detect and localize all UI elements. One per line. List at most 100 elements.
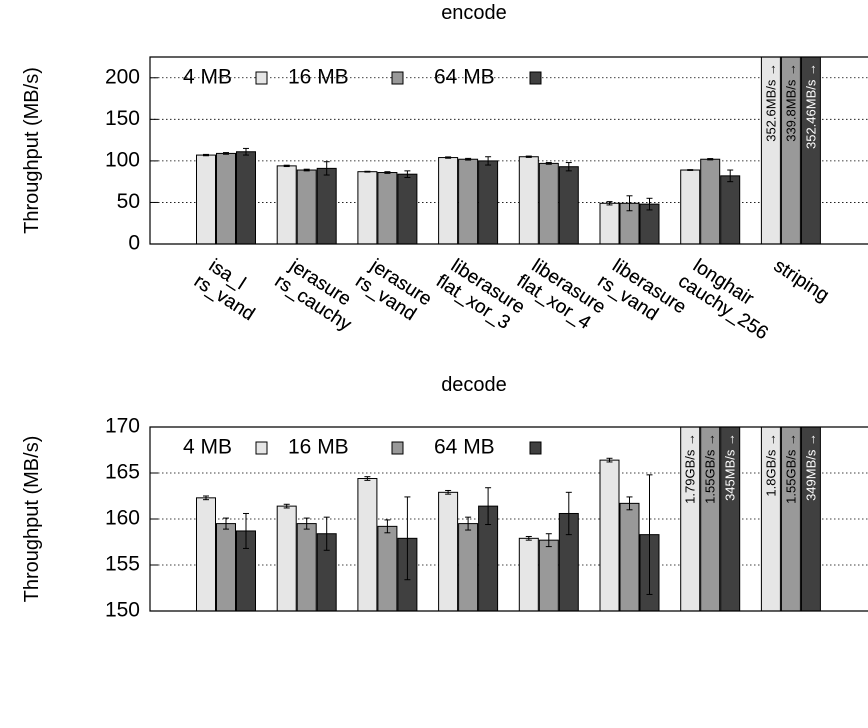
error-bar — [223, 517, 229, 530]
error-bar — [465, 516, 472, 531]
bar — [800, 427, 821, 611]
y-tick-label: 155 — [105, 553, 140, 576]
error-bar — [687, 169, 694, 171]
x-tick-label: striping — [770, 255, 833, 306]
error-bar — [384, 171, 391, 174]
bar — [700, 158, 721, 244]
bar — [680, 427, 701, 611]
error-bar — [223, 152, 229, 155]
y-tick-label: 170 — [105, 415, 140, 438]
value-label: 1.55GB/s → — [783, 433, 798, 504]
subplot: decode Throughput (MB/s) 150 155 160 165 170 is… — [21, 255, 868, 622]
bar — [780, 57, 801, 244]
bar — [196, 154, 216, 244]
legend-label: 16 MB — [288, 436, 349, 459]
x-tick-label: isa_lrs_vand — [190, 255, 258, 325]
legend-swatch — [391, 441, 404, 455]
error-bar — [485, 156, 492, 166]
bar — [216, 523, 236, 611]
bar — [720, 175, 741, 244]
y-tick-label: 100 — [105, 148, 140, 171]
error-bar — [404, 496, 411, 581]
bar — [377, 525, 398, 611]
error-bar — [525, 155, 532, 158]
bar — [538, 539, 559, 611]
error-bar — [323, 516, 330, 551]
y-tick-label: 50 — [117, 190, 140, 213]
bar — [458, 523, 479, 611]
y-tick-label: 150 — [105, 599, 140, 622]
plot-frame — [149, 426, 868, 612]
error-bar — [364, 170, 371, 173]
error-bar — [323, 161, 330, 176]
error-bar — [404, 170, 411, 179]
bar — [196, 497, 216, 611]
legend-label: 64 MB — [434, 66, 495, 89]
error-bar — [303, 517, 310, 530]
bar — [458, 158, 479, 244]
error-bar — [203, 153, 209, 157]
bar — [377, 172, 398, 244]
error-bar — [565, 162, 572, 172]
bar — [216, 152, 236, 244]
error-bar — [485, 487, 492, 526]
error-bar — [545, 533, 552, 548]
bar — [357, 478, 378, 611]
legend-swatch — [529, 71, 542, 85]
error-bar — [525, 535, 532, 541]
error-bar — [606, 457, 613, 463]
error-bar — [565, 491, 572, 536]
value-label: 1.8GB/s → — [763, 433, 778, 497]
y-tick-label: 160 — [105, 507, 140, 530]
chart-title: encode — [441, 2, 507, 24]
legend-swatch — [255, 441, 268, 455]
bar — [680, 169, 701, 244]
error-bar — [445, 156, 452, 159]
bar — [518, 156, 539, 244]
bar — [780, 427, 801, 611]
bar — [538, 162, 559, 244]
value-label: 345MB/s → — [723, 433, 738, 501]
bar — [316, 167, 337, 244]
error-bar — [646, 197, 653, 211]
error-bar — [707, 158, 714, 161]
legend-label: 4 MB — [183, 436, 232, 459]
legend-label: 64 MB — [434, 436, 495, 459]
bar — [276, 165, 297, 244]
bar — [760, 427, 781, 611]
bar — [558, 166, 579, 244]
legend-swatch — [529, 441, 542, 455]
error-bar — [203, 495, 209, 501]
plot-area — [196, 57, 821, 244]
value-label: 349MB/s → — [803, 433, 818, 501]
bar — [599, 459, 620, 611]
legend-label: 16 MB — [288, 66, 349, 89]
error-bar — [465, 157, 472, 161]
error-bar — [727, 169, 734, 183]
plot-frame — [149, 56, 868, 245]
value-label: 352.46MB/s → — [803, 63, 818, 149]
bar — [236, 151, 256, 244]
chart-title: decode — [441, 374, 507, 396]
bar — [438, 491, 459, 611]
legend-swatch — [391, 71, 404, 85]
y-tick-label: 150 — [105, 107, 140, 130]
y-axis-label: Throughput (MB/s) — [21, 67, 43, 234]
y-tick-label: 200 — [105, 65, 140, 88]
error-bar — [303, 168, 310, 172]
bar — [619, 502, 640, 611]
bar — [518, 537, 539, 611]
error-bar — [243, 147, 249, 156]
error-bar — [384, 519, 391, 534]
error-bar — [283, 164, 290, 168]
error-bar — [364, 476, 371, 481]
bar — [599, 202, 620, 244]
bar — [478, 160, 499, 244]
value-label: 339.8MB/s → — [783, 63, 798, 142]
error-bar — [606, 201, 613, 206]
